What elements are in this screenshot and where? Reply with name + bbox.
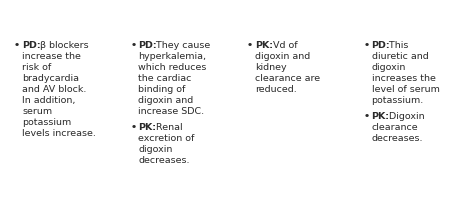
- Text: This: This: [386, 41, 409, 50]
- Text: Rosuvastatine: Rosuvastatine: [251, 15, 340, 25]
- Text: the cardiac: the cardiac: [138, 74, 192, 83]
- Text: PD:: PD:: [22, 41, 41, 50]
- Text: •: •: [247, 41, 253, 50]
- Text: β- Blocker: β- Blocker: [31, 15, 94, 25]
- Text: PK:: PK:: [138, 123, 156, 132]
- Text: level of serum: level of serum: [372, 85, 439, 94]
- Text: risk of: risk of: [22, 63, 51, 72]
- Text: decreases.: decreases.: [138, 156, 190, 165]
- Text: In addition,: In addition,: [22, 96, 75, 105]
- Text: increases the: increases the: [372, 74, 436, 83]
- Text: potassium: potassium: [22, 118, 71, 127]
- Text: potassium.: potassium.: [372, 96, 424, 105]
- Text: Vd of: Vd of: [270, 41, 297, 50]
- Text: PD:: PD:: [138, 41, 157, 50]
- Text: Spironolactone: Spironolactone: [365, 15, 459, 25]
- Text: They cause: They cause: [153, 41, 210, 50]
- Text: bradycardia: bradycardia: [22, 74, 79, 83]
- Text: clearance: clearance: [372, 123, 418, 132]
- Text: increase the: increase the: [22, 52, 81, 61]
- Text: PK:: PK:: [372, 112, 390, 121]
- Text: ACE inhibitors: ACE inhibitors: [135, 15, 223, 25]
- Text: reduced.: reduced.: [255, 85, 297, 94]
- Text: excretion of: excretion of: [138, 134, 195, 143]
- Text: levels increase.: levels increase.: [22, 129, 96, 138]
- Text: •: •: [130, 41, 137, 50]
- Text: PD:: PD:: [372, 41, 390, 50]
- Text: Digoxin: Digoxin: [386, 112, 425, 121]
- Text: decreases.: decreases.: [372, 134, 423, 143]
- Text: serum: serum: [22, 107, 52, 116]
- Text: digoxin: digoxin: [138, 145, 173, 154]
- Text: digoxin: digoxin: [372, 63, 406, 72]
- Text: and AV block.: and AV block.: [22, 85, 86, 94]
- Text: diuretic and: diuretic and: [372, 52, 428, 61]
- Text: Renal: Renal: [153, 123, 182, 132]
- Text: digoxin and: digoxin and: [138, 96, 194, 105]
- Text: hyperkalemia,: hyperkalemia,: [138, 52, 207, 61]
- Text: β blockers: β blockers: [36, 41, 88, 50]
- Text: •: •: [14, 41, 20, 50]
- Text: which reduces: which reduces: [138, 63, 207, 72]
- Text: clearance are: clearance are: [255, 74, 320, 83]
- Text: kidney: kidney: [255, 63, 287, 72]
- Text: •: •: [130, 123, 137, 132]
- Text: •: •: [364, 41, 370, 50]
- Text: digoxin and: digoxin and: [255, 52, 310, 61]
- Text: increase SDC.: increase SDC.: [138, 107, 205, 116]
- Text: PK:: PK:: [255, 41, 273, 50]
- Text: binding of: binding of: [138, 85, 186, 94]
- Text: •: •: [364, 112, 370, 121]
